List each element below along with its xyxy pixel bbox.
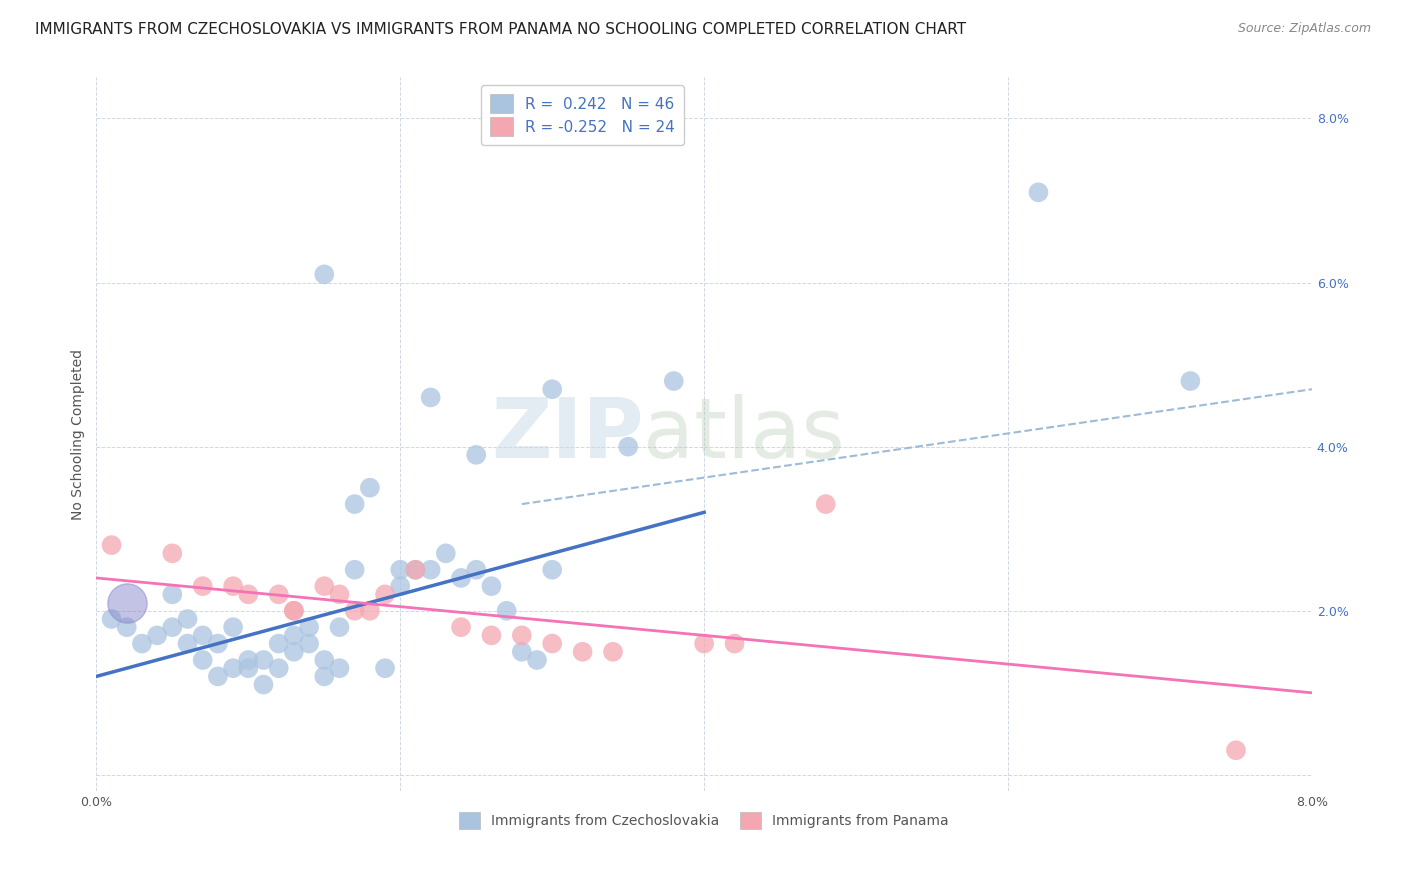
Point	[693, 636, 716, 650]
Y-axis label: No Schooling Completed: No Schooling Completed	[72, 349, 86, 520]
Point	[115, 596, 138, 610]
Point	[541, 382, 564, 396]
Point	[283, 628, 305, 642]
Point	[359, 481, 381, 495]
Point	[267, 636, 290, 650]
Point	[419, 563, 441, 577]
Point	[238, 661, 260, 675]
Point	[146, 628, 169, 642]
Point	[162, 587, 184, 601]
Point	[162, 546, 184, 560]
Point	[314, 653, 336, 667]
Point	[162, 620, 184, 634]
Point	[222, 661, 245, 675]
Point	[450, 571, 472, 585]
Point	[602, 645, 624, 659]
Point	[328, 661, 350, 675]
Point	[238, 587, 260, 601]
Point	[1028, 186, 1050, 200]
Legend: Immigrants from Czechoslovakia, Immigrants from Panama: Immigrants from Czechoslovakia, Immigran…	[454, 806, 955, 834]
Point	[283, 604, 305, 618]
Point	[481, 579, 503, 593]
Point	[191, 579, 214, 593]
Point	[238, 653, 260, 667]
Point	[343, 497, 366, 511]
Point	[283, 645, 305, 659]
Point	[283, 604, 305, 618]
Point	[450, 620, 472, 634]
Point	[541, 563, 564, 577]
Point	[267, 661, 290, 675]
Point	[176, 612, 198, 626]
Point	[419, 391, 441, 405]
Point	[404, 563, 426, 577]
Point	[510, 645, 533, 659]
Point	[481, 628, 503, 642]
Point	[495, 604, 517, 618]
Point	[252, 653, 274, 667]
Point	[374, 587, 396, 601]
Point	[617, 440, 640, 454]
Point	[389, 563, 412, 577]
Point	[314, 669, 336, 683]
Point	[267, 587, 290, 601]
Point	[465, 563, 488, 577]
Point	[1180, 374, 1202, 388]
Point	[252, 677, 274, 691]
Point	[314, 268, 336, 282]
Text: IMMIGRANTS FROM CZECHOSLOVAKIA VS IMMIGRANTS FROM PANAMA NO SCHOOLING COMPLETED : IMMIGRANTS FROM CZECHOSLOVAKIA VS IMMIGR…	[35, 22, 966, 37]
Point	[207, 636, 229, 650]
Point	[404, 563, 426, 577]
Text: Source: ZipAtlas.com: Source: ZipAtlas.com	[1237, 22, 1371, 36]
Point	[314, 579, 336, 593]
Point	[328, 620, 350, 634]
Point	[374, 661, 396, 675]
Text: ZIP: ZIP	[491, 394, 644, 475]
Point	[131, 636, 153, 650]
Point	[343, 563, 366, 577]
Point	[222, 579, 245, 593]
Point	[389, 579, 412, 593]
Point	[207, 669, 229, 683]
Point	[343, 604, 366, 618]
Point	[510, 628, 533, 642]
Point	[723, 636, 745, 650]
Point	[100, 612, 122, 626]
Point	[298, 636, 321, 650]
Point	[465, 448, 488, 462]
Point	[100, 538, 122, 552]
Point	[541, 636, 564, 650]
Point	[115, 620, 138, 634]
Point	[191, 628, 214, 642]
Point	[662, 374, 685, 388]
Point	[434, 546, 457, 560]
Text: atlas: atlas	[644, 394, 845, 475]
Point	[222, 620, 245, 634]
Point	[359, 604, 381, 618]
Point	[814, 497, 837, 511]
Point	[191, 653, 214, 667]
Point	[1225, 743, 1247, 757]
Point	[298, 620, 321, 634]
Point	[328, 587, 350, 601]
Point	[176, 636, 198, 650]
Point	[571, 645, 593, 659]
Point	[526, 653, 548, 667]
